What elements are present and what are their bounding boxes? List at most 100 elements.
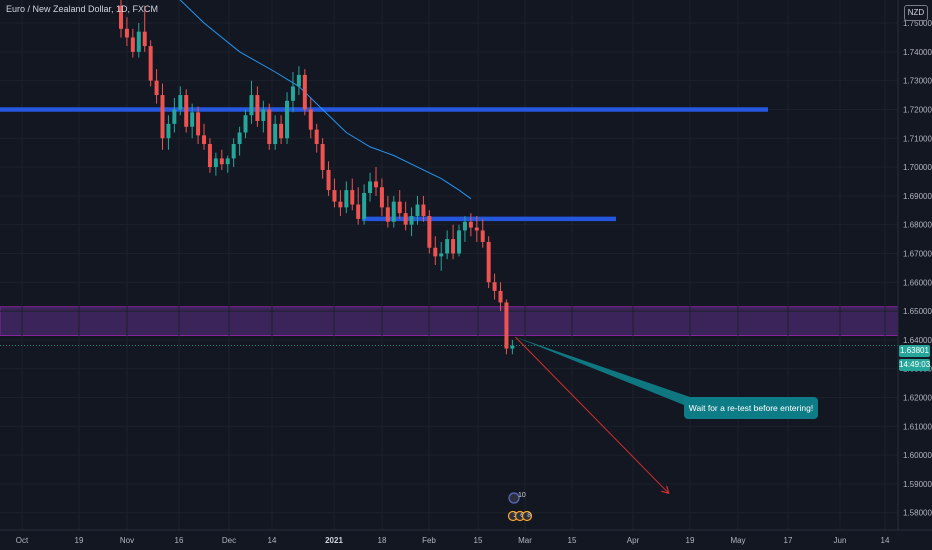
candle <box>172 97 177 133</box>
candle <box>421 195 426 222</box>
retest-note[interactable]: Wait for a re-test before entering! <box>684 397 818 419</box>
time-tick-label: 19 <box>686 536 695 545</box>
candle <box>249 80 254 124</box>
candle <box>445 230 450 260</box>
candle <box>231 138 236 168</box>
candle <box>290 72 295 113</box>
candle <box>397 190 402 219</box>
time-tick-label: 14 <box>268 536 277 545</box>
candle <box>314 123 319 153</box>
candle <box>243 109 248 139</box>
price-tick-label: 1.62000 <box>903 394 932 403</box>
candle <box>498 282 503 312</box>
candle-body <box>207 144 212 168</box>
candle-body <box>255 95 260 121</box>
candle-body <box>391 201 396 222</box>
bar-countdown-tag: 14:49:03 <box>899 359 931 371</box>
candle-body <box>350 190 355 205</box>
candle <box>462 216 467 242</box>
candle <box>261 100 266 133</box>
candle-body <box>184 95 189 127</box>
candle-body <box>302 74 307 110</box>
candle-body <box>362 192 367 219</box>
time-tick-label: Apr <box>627 536 640 545</box>
candle-body <box>154 80 159 96</box>
candle-body <box>504 302 509 349</box>
candle <box>350 178 355 211</box>
candle-body <box>231 144 236 159</box>
candle <box>379 178 384 217</box>
price-tick-label: 1.68000 <box>903 221 932 230</box>
candle <box>178 86 183 116</box>
candle-body <box>415 204 420 217</box>
candle-body <box>397 201 402 214</box>
candle-body <box>510 345 515 349</box>
candle-body <box>427 216 432 248</box>
time-tick-label: May <box>730 536 745 545</box>
candle <box>154 69 159 104</box>
candle-body <box>308 109 313 130</box>
candle <box>362 184 367 225</box>
price-tick-label: 1.69000 <box>903 192 932 201</box>
last-price-tag: 1.63801 <box>899 345 930 357</box>
candle <box>468 213 473 237</box>
candle <box>308 97 313 139</box>
currency-badge[interactable]: NZD <box>904 5 928 21</box>
time-tick-label: 14 <box>881 536 890 545</box>
time-tick-label: Nov <box>120 536 134 545</box>
candle <box>409 207 414 237</box>
candle-body <box>338 201 343 208</box>
candle <box>451 224 456 260</box>
candle-body <box>403 213 408 225</box>
chart-title: Euro / New Zealand Dollar, 1D, FXCM <box>6 4 159 14</box>
candle <box>296 66 301 96</box>
candle <box>510 339 515 355</box>
candle <box>196 106 201 145</box>
candle-body <box>492 282 497 291</box>
moving-average-line <box>179 0 472 200</box>
candle <box>273 115 278 150</box>
candle-body <box>385 207 390 222</box>
candle-body <box>373 181 378 188</box>
candle-body <box>273 123 278 145</box>
candle-body <box>457 230 462 254</box>
candle <box>480 218 485 248</box>
candle-body <box>379 187 384 208</box>
candle-body <box>486 241 491 283</box>
candle-body <box>368 181 373 193</box>
price-tick-label: 1.67000 <box>903 249 932 258</box>
candle-body <box>261 109 266 121</box>
candle-body <box>136 31 141 52</box>
candle-body <box>166 123 171 139</box>
candle <box>237 126 242 156</box>
event-marker-top <box>508 492 520 504</box>
candle <box>148 40 153 87</box>
time-tick-label: 15 <box>568 536 577 545</box>
candle-body <box>314 129 319 145</box>
candle-body <box>279 123 284 139</box>
candle <box>492 273 497 300</box>
candle <box>142 5 147 52</box>
candle <box>279 115 284 145</box>
time-tick-label: Mar <box>518 536 532 545</box>
price-tick-label: 1.58000 <box>903 509 932 518</box>
candle-body <box>290 86 295 101</box>
candle-body <box>356 204 361 219</box>
candle <box>415 195 420 225</box>
candle <box>213 152 218 176</box>
candle-body <box>172 109 177 124</box>
candle-body <box>421 204 426 217</box>
time-tick-label: Oct <box>16 536 29 545</box>
candle-body <box>332 190 337 202</box>
candle <box>124 17 129 47</box>
candle-body <box>130 37 135 52</box>
candle-body <box>196 112 201 136</box>
time-tick-label: 17 <box>784 536 793 545</box>
price-tick-label: 1.74000 <box>903 48 932 57</box>
candle-body <box>219 158 224 165</box>
candle-body <box>237 132 242 145</box>
candle <box>344 181 349 214</box>
candle <box>130 28 135 58</box>
